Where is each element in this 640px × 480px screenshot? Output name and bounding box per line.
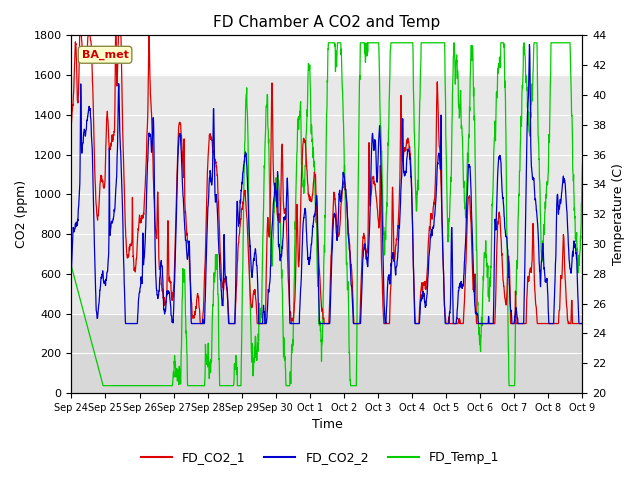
Legend: FD_CO2_1, FD_CO2_2, FD_Temp_1: FD_CO2_1, FD_CO2_2, FD_Temp_1	[136, 446, 504, 469]
Bar	[72, 313, 582, 393]
Text: BA_met: BA_met	[82, 49, 129, 60]
Bar	[72, 75, 582, 313]
Y-axis label: Temperature (C): Temperature (C)	[612, 163, 625, 265]
X-axis label: Time: Time	[312, 419, 342, 432]
Title: FD Chamber A CO2 and Temp: FD Chamber A CO2 and Temp	[213, 15, 440, 30]
Y-axis label: CO2 (ppm): CO2 (ppm)	[15, 180, 28, 248]
